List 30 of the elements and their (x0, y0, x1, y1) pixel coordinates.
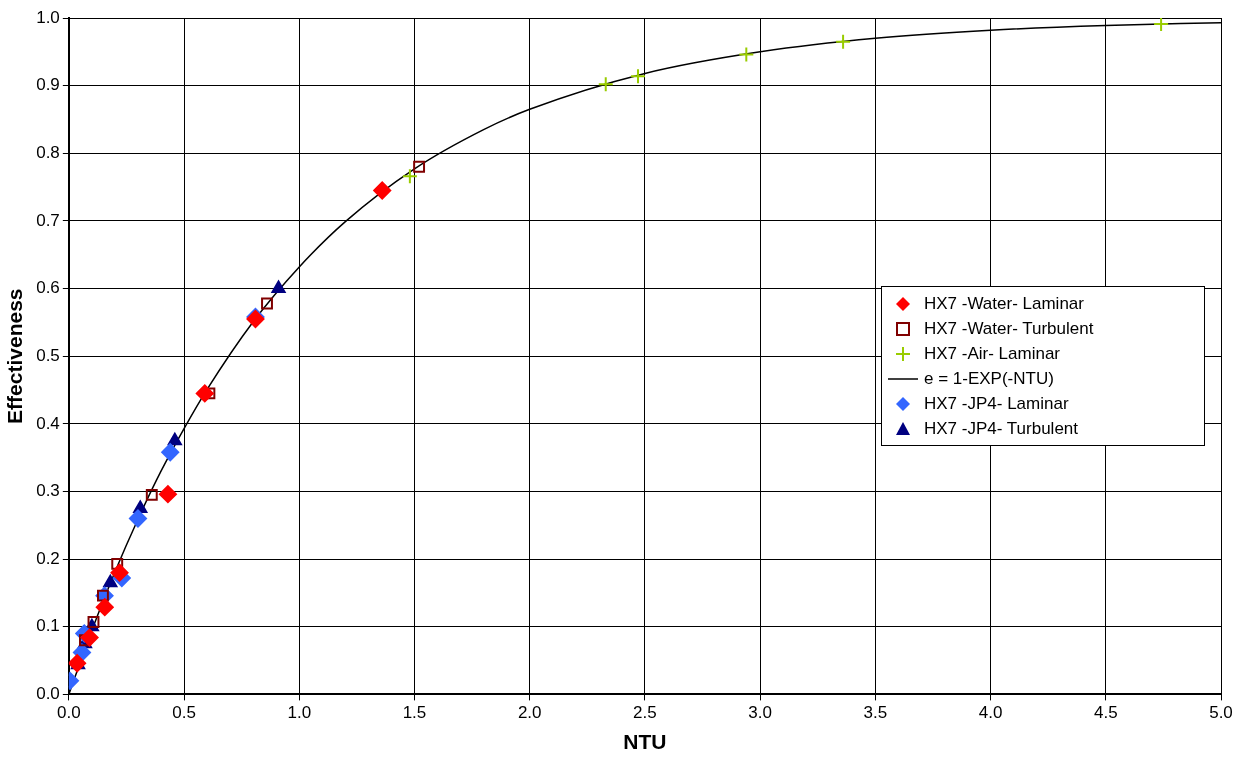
y-tick-label: 0.1 (36, 616, 60, 636)
y-tick-label: 0.3 (36, 481, 60, 501)
y-tick-label: 0.9 (36, 75, 60, 95)
x-tick-label: 3.0 (748, 703, 772, 723)
x-tick-label: 0.0 (57, 703, 81, 723)
legend-label: HX7 -Water- Turbulent (924, 318, 1094, 339)
y-tick-label: 0.6 (36, 278, 60, 298)
legend-label: HX7 -JP4- Turbulent (924, 418, 1079, 439)
y-tick-label: 1.0 (36, 7, 60, 27)
legend-label: HX7 -Air- Laminar (924, 343, 1061, 364)
legend-label: HX7 -Water- Laminar (924, 293, 1084, 314)
x-axis-title: NTU (623, 730, 667, 754)
x-tick-label: 4.0 (978, 703, 1003, 723)
y-tick-label: 0.2 (36, 548, 60, 568)
x-tick-label: 0.5 (172, 703, 196, 723)
y-tick-label: 0.5 (36, 345, 60, 365)
x-tick-label: 2.5 (633, 703, 657, 723)
y-tick-label: 0.7 (36, 210, 60, 230)
y-tick-label: 0.4 (36, 413, 60, 433)
y-axis-title: Effectiveness (3, 288, 27, 424)
x-tick-label: 3.5 (863, 703, 888, 723)
y-tick-label: 0.0 (36, 684, 60, 704)
legend-label: e = 1-EXP(-NTU) (924, 368, 1054, 389)
legend-label: HX7 -JP4- Laminar (924, 393, 1069, 414)
x-tick-label: 4.5 (1093, 703, 1118, 723)
x-tick-label: 2.0 (517, 703, 542, 723)
x-tick-label: 1.5 (402, 703, 427, 723)
x-tick-label: 1.0 (287, 703, 312, 723)
x-tick-label: 5.0 (1209, 703, 1233, 723)
y-tick-label: 0.8 (36, 142, 60, 162)
